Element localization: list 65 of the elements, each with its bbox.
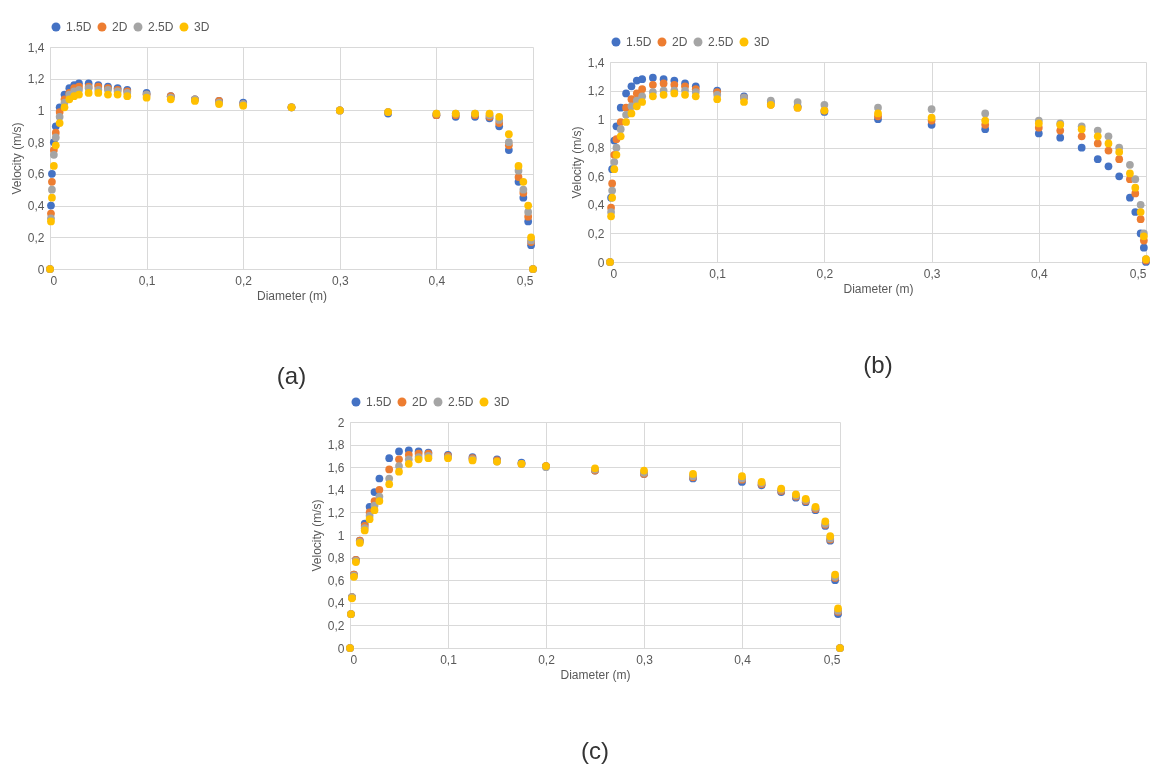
legend-label: 1.5D (66, 20, 92, 34)
y-tick-label: 0,4 (587, 198, 605, 213)
legend-label: 2D (672, 35, 688, 49)
y-tick-label: 0 (597, 255, 605, 270)
x-axis-title: Diameter (m) (256, 288, 328, 303)
legend-label: 2.5D (448, 395, 474, 409)
x-tick-label: 0,3 (636, 652, 654, 667)
y-tick-label: 1 (37, 103, 45, 118)
y-tick-label: 0,2 (327, 618, 345, 633)
y-tick-label: 1,4 (327, 483, 345, 498)
x-tick-label: 0,3 (331, 273, 349, 288)
text: (b) (863, 351, 893, 378)
x-tick-label: 0,2 (235, 273, 253, 288)
legend-label: 2.5D (148, 20, 174, 34)
y-tick-label: 0 (337, 641, 345, 656)
y-tick-label: 1,4 (587, 55, 605, 70)
x-tick-label: 0,4 (1030, 266, 1048, 281)
x-tick-label: 0,1 (440, 652, 458, 667)
legend-label: 3D (754, 35, 770, 49)
legend-label: 3D (494, 395, 510, 409)
y-axis-title: Velocity (m/s) (309, 499, 324, 572)
y-tick-label: 0,8 (327, 551, 345, 566)
y-tick-label: 1,2 (327, 505, 345, 520)
x-tick-label: 0,2 (538, 652, 556, 667)
legend-label: 1.5D (366, 395, 392, 409)
x-axis-title: Diameter (m) (843, 281, 914, 296)
x-tick-label: 0 (610, 266, 618, 281)
y-tick-label: 1,6 (327, 460, 345, 475)
x-tick-label: 0,4 (428, 273, 446, 288)
text: (a) (276, 362, 307, 389)
legend-label: 2D (112, 20, 128, 34)
y-tick-label: 1,8 (327, 438, 345, 453)
y-tick-label: 0,6 (587, 169, 605, 184)
legend-label: 3D (194, 20, 210, 34)
legend-label: 1.5D (626, 35, 652, 49)
y-tick-label: 1,2 (27, 72, 45, 87)
text: (c) (581, 737, 609, 764)
y-tick-label: 1 (597, 112, 605, 127)
x-tick-label: 0 (350, 652, 358, 667)
y-tick-label: 1,4 (27, 40, 45, 55)
y-tick-label: 0,4 (27, 199, 45, 214)
x-tick-label: 0,1 (138, 273, 156, 288)
y-tick-label: 0,4 (327, 596, 345, 611)
y-tick-label: 1,2 (587, 84, 605, 99)
y-tick-label: 0,2 (587, 226, 605, 241)
x-tick-label: 0 (50, 273, 58, 288)
y-axis-title: Velocity (m/s) (9, 122, 24, 195)
y-tick-label: 0,6 (27, 167, 45, 182)
x-tick-label: 0,4 (734, 652, 752, 667)
x-tick-label: 0,1 (709, 266, 727, 281)
y-tick-label: 2 (337, 415, 345, 430)
y-tick-label: 0,8 (27, 135, 45, 150)
y-tick-label: 1 (337, 528, 345, 543)
x-axis-title: Diameter (m) (560, 667, 631, 682)
x-tick-label: 0,5 (1129, 266, 1147, 281)
y-tick-label: 0,6 (327, 573, 345, 588)
y-tick-label: 0,2 (27, 230, 45, 245)
x-tick-label: 0,2 (816, 266, 834, 281)
x-tick-label: 0,5 (823, 652, 841, 667)
y-axis-title: Velocity (m/s) (569, 126, 584, 199)
x-tick-label: 0,5 (516, 273, 534, 288)
x-tick-label: 0,3 (923, 266, 941, 281)
y-tick-label: 0,8 (587, 141, 605, 156)
legend-label: 2D (412, 395, 428, 409)
legend-label: 2.5D (708, 35, 734, 49)
